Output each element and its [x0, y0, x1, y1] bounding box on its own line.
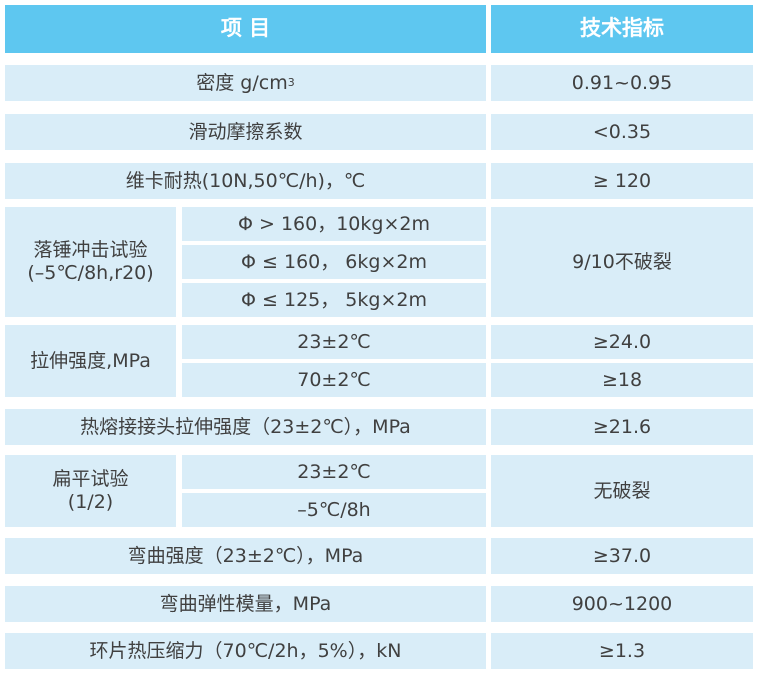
impact-test-subrows: Φ > 160，10kg×2m Φ ≤ 160， 6kg×2m Φ ≤ 125，…	[182, 207, 486, 317]
flexural-modulus-value: 900~1200	[491, 586, 753, 622]
flattening-label: 扁平试验 (1/2)	[5, 455, 176, 527]
flattening-subrows: 23±2℃ –5℃/8h	[182, 455, 486, 527]
row-friction: 滑动摩擦系数 <0.35	[5, 114, 758, 150]
density-value: 0.91~0.95	[491, 65, 753, 101]
header-item-column: 项 目	[5, 5, 486, 53]
friction-value: <0.35	[491, 114, 753, 150]
bending-strength-value: ≥37.0	[491, 538, 753, 574]
density-label-text: 密度 g/cm	[196, 71, 288, 94]
impact-test-label: 落锤冲击试验 (–5℃/8h,r20)	[5, 207, 176, 317]
row-ring-compression: 环片热压缩力（70℃/2h，5%），kN ≥1.3	[5, 633, 758, 669]
tensile-values: ≥24.0 ≥18	[491, 325, 753, 397]
vicat-label: 维卡耐热(10N,50℃/h)，℃	[5, 163, 486, 199]
tensile-value-2: ≥18	[491, 363, 753, 397]
impact-test-value: 9/10不破裂	[491, 207, 753, 317]
impact-test-label-line1: 落锤冲击试验	[33, 239, 148, 262]
impact-subrow-3: Φ ≤ 125， 5kg×2m	[182, 283, 486, 317]
header-spec-column: 技术指标	[491, 5, 753, 53]
flattening-label-line1: 扁平试验	[52, 468, 129, 491]
row-density: 密度 g/cm 3 0.91~0.95	[5, 65, 758, 101]
impact-subrow-2: Φ ≤ 160， 6kg×2m	[182, 245, 486, 279]
impact-subrow-1: Φ > 160，10kg×2m	[182, 207, 486, 241]
section-impact-test: 落锤冲击试验 (–5℃/8h,r20) Φ > 160，10kg×2m Φ ≤ …	[5, 207, 758, 317]
tensile-value-1: ≥24.0	[491, 325, 753, 359]
row-flexural-modulus: 弯曲弹性模量，MPa 900~1200	[5, 586, 758, 622]
table-header-row: 项 目 技术指标	[5, 5, 758, 53]
tensile-subrows: 23±2℃ 70±2℃	[182, 325, 486, 397]
density-label: 密度 g/cm 3	[5, 65, 486, 101]
bending-strength-label: 弯曲强度（23±2℃），MPa	[5, 538, 486, 574]
section-flattening-test: 扁平试验 (1/2) 23±2℃ –5℃/8h 无破裂	[5, 455, 758, 527]
tensile-label: 拉伸强度,MPa	[5, 325, 176, 397]
tensile-subrow-1: 23±2℃	[182, 325, 486, 359]
row-vicat: 维卡耐热(10N,50℃/h)，℃ ≥ 120	[5, 163, 758, 199]
weld-joint-value: ≥21.6	[491, 409, 753, 445]
ring-compression-value: ≥1.3	[491, 633, 753, 669]
vicat-value: ≥ 120	[491, 163, 753, 199]
flattening-subrow-2: –5℃/8h	[182, 493, 486, 527]
row-bending-strength: 弯曲强度（23±2℃），MPa ≥37.0	[5, 538, 758, 574]
flattening-subrow-1: 23±2℃	[182, 455, 486, 489]
flattening-value: 无破裂	[491, 455, 753, 527]
flexural-modulus-label: 弯曲弹性模量，MPa	[5, 586, 486, 622]
tensile-subrow-2: 70±2℃	[182, 363, 486, 397]
impact-test-label-line2: (–5℃/8h,r20)	[27, 262, 154, 284]
ring-compression-label: 环片热压缩力（70℃/2h，5%），kN	[5, 633, 486, 669]
row-weld-joint: 热熔接接头拉伸强度（23±2℃），MPa ≥21.6	[5, 409, 758, 445]
section-tensile-strength: 拉伸强度,MPa 23±2℃ 70±2℃ ≥24.0 ≥18	[5, 325, 758, 397]
flattening-label-line2: (1/2)	[67, 491, 114, 513]
weld-joint-label: 热熔接接头拉伸强度（23±2℃），MPa	[5, 409, 486, 445]
friction-label: 滑动摩擦系数	[5, 114, 486, 150]
